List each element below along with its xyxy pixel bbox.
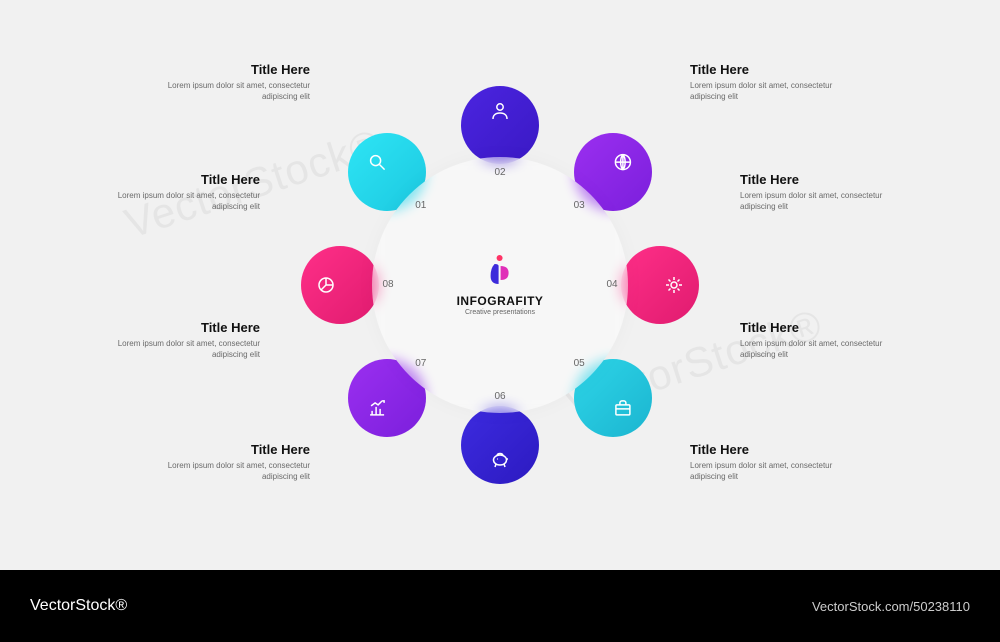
callout-1: Title Here Lorem ipsum dolor sit amet, co… [690, 62, 870, 103]
callout-title: Title Here [130, 62, 310, 77]
callout-4: Title Here Lorem ipsum dolor sit amet, co… [690, 442, 870, 483]
callout-title: Title Here [690, 62, 870, 77]
node-number-04: 04 [600, 279, 624, 290]
logo-subtitle: Creative presentations [457, 309, 544, 316]
logo-mark [485, 254, 515, 288]
cycle-node-08 [301, 246, 379, 324]
cycle-node-02 [461, 86, 539, 164]
callout-body: Lorem ipsum dolor sit amet, consectetur … [740, 191, 920, 213]
callout-8: Title Here Lorem ipsum dolor sit amet, co… [130, 62, 310, 103]
callout-body: Lorem ipsum dolor sit amet, consectetur … [690, 81, 870, 103]
footer-brand: VectorStock® [30, 597, 127, 615]
node-number-02: 02 [488, 167, 512, 178]
chart-icon [367, 398, 387, 418]
footer-id: VectorStock.com/50238110 [812, 599, 970, 614]
callout-6: Title Here Lorem ipsum dolor sit amet, co… [80, 320, 260, 361]
infographic-canvas: VectorStock®VectorStock® 020304050607080… [0, 0, 1000, 570]
callout-5: Title Here Lorem ipsum dolor sit amet, co… [130, 442, 310, 483]
callout-body: Lorem ipsum dolor sit amet, consectetur … [690, 461, 870, 483]
callout-title: Title Here [80, 172, 260, 187]
callout-body: Lorem ipsum dolor sit amet, consectetur … [80, 191, 260, 213]
callout-title: Title Here [740, 172, 920, 187]
footer-bar: VectorStock® VectorStock.com/50238110 [0, 570, 1000, 642]
center-logo: INFOGRAFITY Creative presentations [457, 254, 544, 316]
globe-icon [613, 152, 633, 172]
cycle-node-04 [621, 246, 699, 324]
callout-body: Lorem ipsum dolor sit amet, consectetur … [130, 81, 310, 103]
callout-title: Title Here [740, 320, 920, 335]
node-number-05: 05 [567, 358, 591, 369]
callout-body: Lorem ipsum dolor sit amet, consectetur … [740, 339, 920, 361]
node-number-06: 06 [488, 391, 512, 402]
search-icon [367, 152, 387, 172]
node-number-07: 07 [409, 358, 433, 369]
callout-title: Title Here [80, 320, 260, 335]
callout-body: Lorem ipsum dolor sit amet, consectetur … [130, 461, 310, 483]
user-icon [490, 101, 510, 121]
callout-7: Title Here Lorem ipsum dolor sit amet, co… [80, 172, 260, 213]
pie-icon [316, 275, 336, 295]
callout-title: Title Here [690, 442, 870, 457]
node-number-01: 01 [409, 200, 433, 211]
gear-icon [664, 275, 684, 295]
cycle-node-06 [461, 406, 539, 484]
piggy-icon [490, 449, 510, 469]
callout-body: Lorem ipsum dolor sit amet, consectetur … [80, 339, 260, 361]
callout-2: Title Here Lorem ipsum dolor sit amet, co… [740, 172, 920, 213]
node-number-08: 08 [376, 279, 400, 290]
briefcase-icon [613, 398, 633, 418]
callout-title: Title Here [130, 442, 310, 457]
logo-title: INFOGRAFITY [457, 294, 544, 308]
node-number-03: 03 [567, 200, 591, 211]
callout-3: Title Here Lorem ipsum dolor sit amet, co… [740, 320, 920, 361]
